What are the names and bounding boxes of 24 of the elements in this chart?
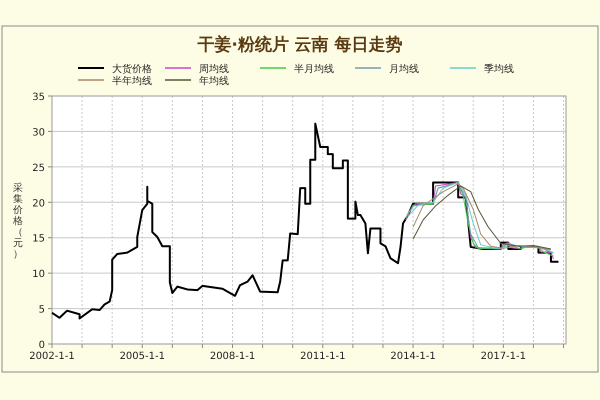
y-tick-label: 0 (38, 340, 45, 351)
y-tick-label: 35 (32, 92, 45, 103)
y-tick-label: 15 (32, 234, 45, 245)
legend-label: 大货价格 (112, 63, 152, 75)
x-tick-label: 2005-1-1 (120, 351, 165, 362)
y-tick-label: 30 (32, 127, 45, 138)
legend-label: 半月均线 (294, 63, 334, 75)
x-tick-label: 2008-1-1 (210, 351, 256, 362)
y-tick-label: 20 (32, 198, 45, 210)
y-tick-label: 25 (32, 162, 45, 174)
x-tick-label: 2014-1-1 (390, 351, 436, 362)
chart-title: 干姜·粉统片 云南 每日走势 (196, 34, 403, 55)
x-tick-label: 2017-1-1 (480, 351, 526, 362)
legend-label: 年均线 (199, 75, 229, 87)
line-series (51, 122, 560, 320)
y-tick-label: 10 (32, 269, 45, 280)
y-axis-title: 采集价格（元） (12, 182, 23, 260)
x-tick-label: 2011-1-1 (300, 351, 346, 362)
legend-label: 季均线 (484, 63, 514, 75)
legend-label: 周均线 (199, 63, 229, 75)
legend-label: 月均线 (389, 63, 419, 75)
x-tick-label: 2002-1-1 (29, 351, 75, 362)
y-tick-label: 5 (38, 304, 45, 316)
legend-label: 半年均线 (112, 75, 152, 87)
